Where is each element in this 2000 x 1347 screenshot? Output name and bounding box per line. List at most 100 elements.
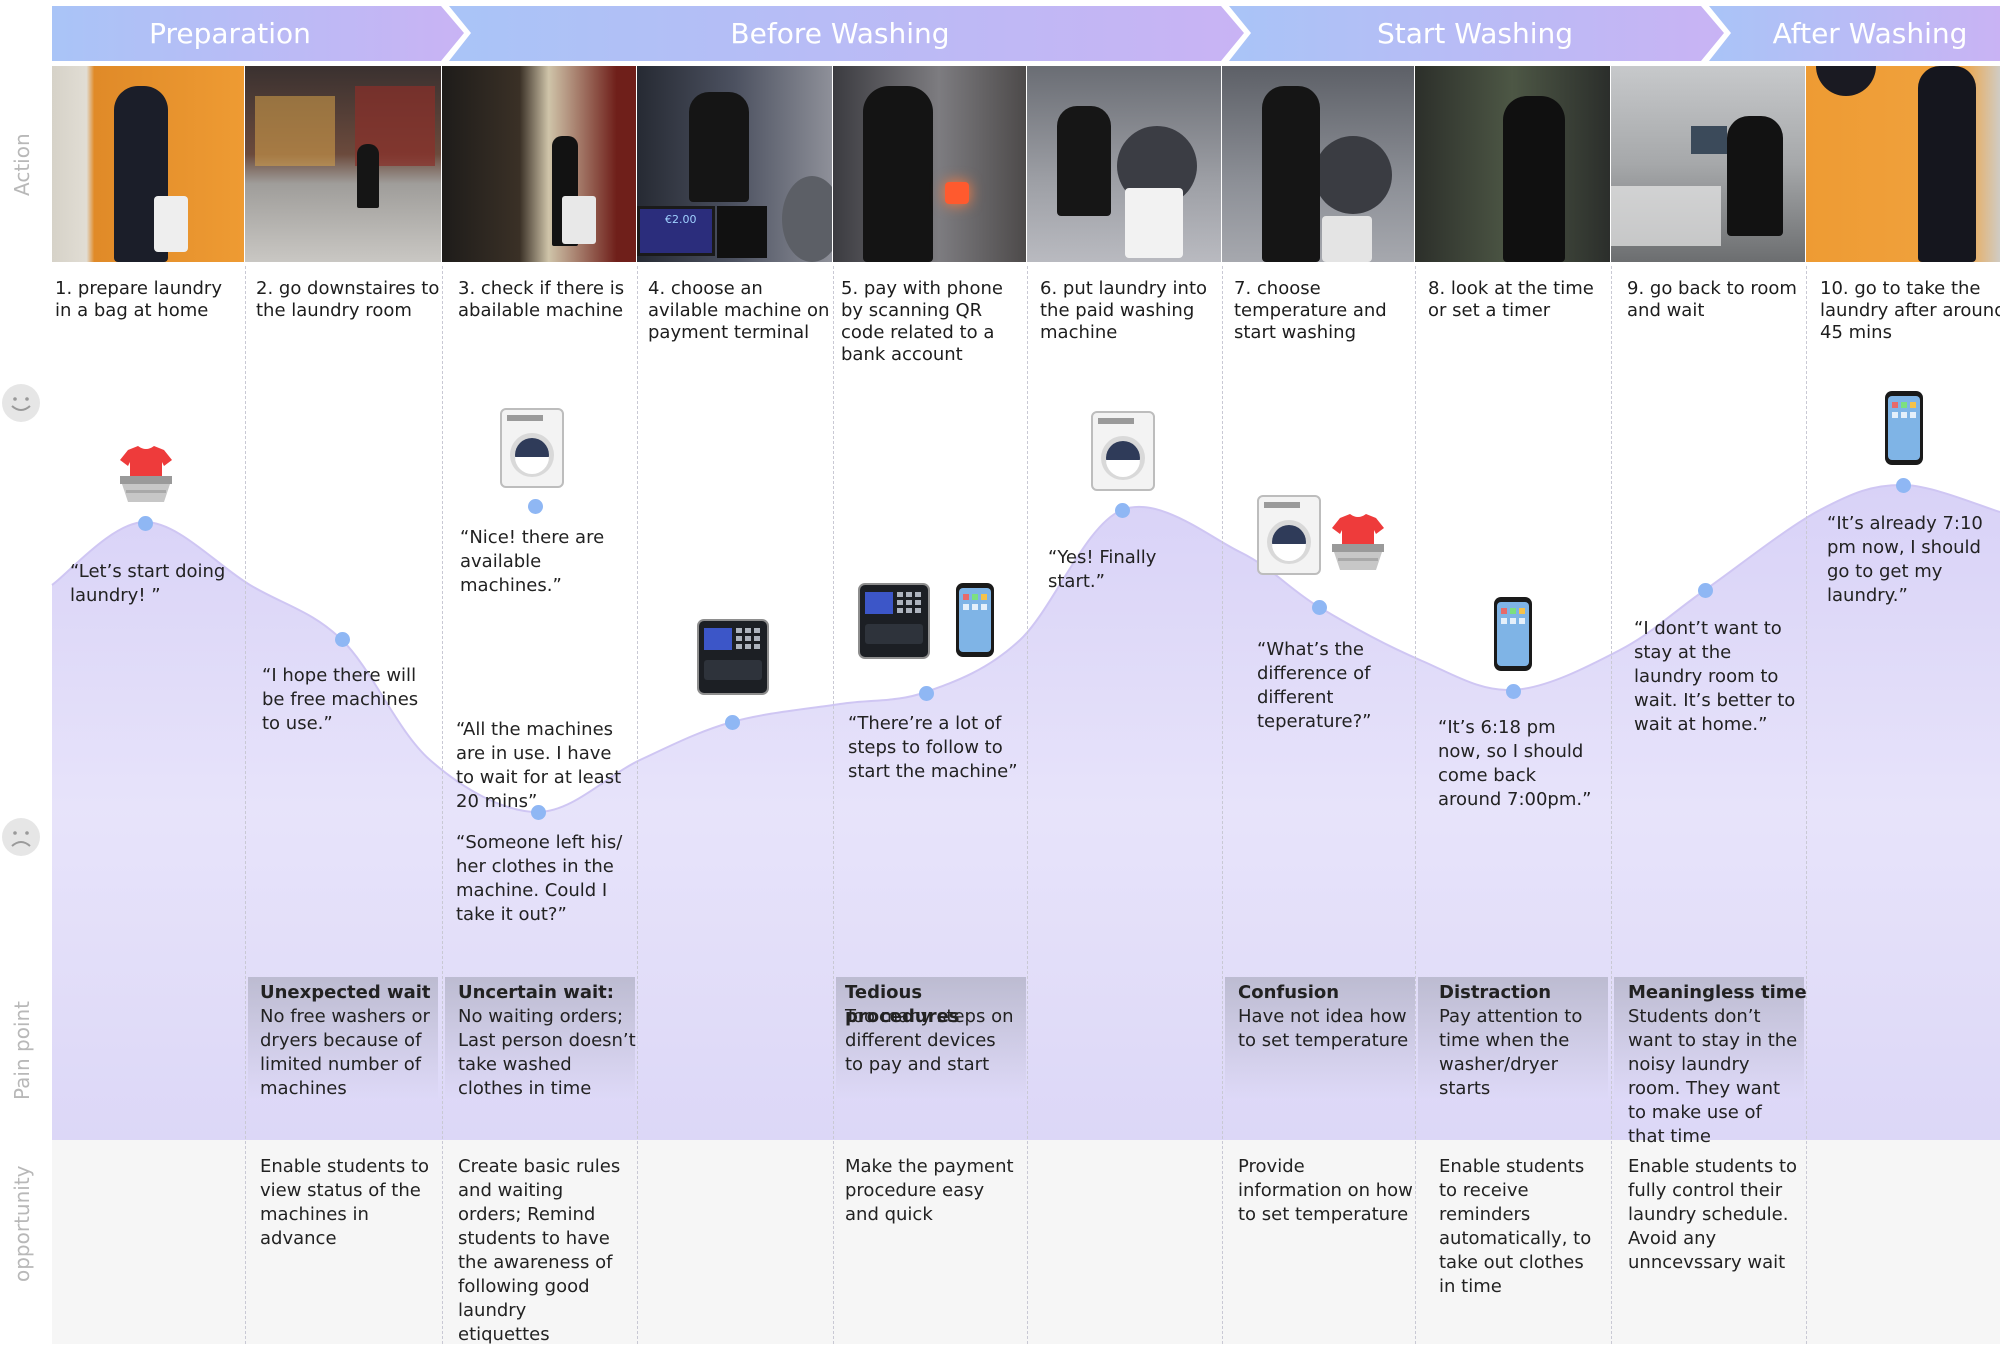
quote-1: “Let’s start doing laundry! ” <box>70 561 226 606</box>
emotion-dot-8 <box>1506 684 1521 699</box>
quote-8: “It’s 6:18 pm now, so I should come back… <box>1438 717 1592 810</box>
quote-10: “It’s already 7:10 pm now, I should go t… <box>1827 513 1983 606</box>
step-4: 4. choose an avilable machine on payment… <box>648 278 830 343</box>
opportunity-text: Make the payment procedure easy and quic… <box>845 1156 1014 1225</box>
washing-machine-icon <box>1257 495 1321 575</box>
terminal-screen-text: €2.00 <box>665 213 697 226</box>
column-divider <box>442 266 443 1344</box>
opportunity-row <box>52 1140 2000 1344</box>
quote-7: “What’s the difference of different tepe… <box>1257 639 1372 732</box>
phase-preparation: Preparation <box>149 17 311 50</box>
step-6: 6. put laundry into the paid washing mac… <box>1040 278 1208 343</box>
photo-5-scan-qr <box>833 66 1026 262</box>
emotion-curve-line <box>51 483 2000 814</box>
step-9: 9. go back to room and wait <box>1627 278 1797 321</box>
pain-point-box <box>1614 977 1804 1099</box>
pain-point-text: Students don’t want to stay in the noisy… <box>1628 1006 1798 1147</box>
pain-point-box <box>836 977 1026 1099</box>
pain-point-title: Distraction <box>1439 982 1552 1003</box>
photo-2-outdoor-path <box>245 66 441 262</box>
laundry-basket-shirt-icon <box>1332 514 1384 570</box>
quote-9: “I dont’t want to stay at the laundry ro… <box>1634 618 1796 735</box>
pain-point-box <box>445 977 635 1099</box>
column-divider <box>833 266 834 1344</box>
emotion-dot-2 <box>335 632 350 647</box>
pain-point-text: Pay attention to time when the washer/dr… <box>1439 1006 1583 1099</box>
quote-2: “I hope there will be free machines to u… <box>262 665 419 734</box>
photo-10-go-to-laundry <box>1806 66 2000 262</box>
happy-face-icon <box>2 384 40 422</box>
photo-1-home-door <box>52 66 244 262</box>
emotion-dot-3b <box>531 805 546 820</box>
row-label-pain-point: Pain point <box>10 1000 34 1100</box>
smartphone-icon <box>1494 597 1532 671</box>
step-10: 10. go to take the laundry after around … <box>1820 278 2000 343</box>
emotion-dot-10 <box>1896 478 1911 493</box>
sad-face-icon <box>2 818 40 856</box>
row-label-opportunity: opportunity <box>10 1165 34 1282</box>
phase-before-washing: Before Washing <box>730 17 950 50</box>
column-divider <box>245 266 246 1344</box>
washing-machine-icon <box>500 408 564 488</box>
emotion-curve-fill <box>52 484 2000 1140</box>
column-divider <box>1027 266 1028 1344</box>
step-2: 2. go downstaires to the laundry room <box>256 278 440 321</box>
emotion-dot-9 <box>1698 583 1713 598</box>
washing-machine-icon <box>1091 411 1155 491</box>
step-1: 1. prepare laundry in a bag at home <box>55 278 222 321</box>
phase-after-washing: After Washing <box>1772 17 1968 50</box>
pain-point-text: No free washers or dryers because of lim… <box>260 1006 430 1099</box>
photo-4-payment-terminal <box>637 66 832 262</box>
photo-8-check-phone <box>1415 66 1610 262</box>
quote-5: “There’re a lot of steps to follow to st… <box>848 713 1018 782</box>
pain-point-title: Meaningless time <box>1628 982 1807 1003</box>
step-3: 3. check if there is abailable machine <box>458 278 625 321</box>
pain-point-title: Unexpected wait <box>260 982 431 1003</box>
emotion-dot-1 <box>138 516 153 531</box>
quote-3b: “All the machines are in use. I have to … <box>456 719 622 812</box>
pain-point-box <box>1418 977 1608 1099</box>
photo-3-entrance <box>442 66 636 262</box>
smartphone-icon <box>1885 391 1923 465</box>
emotion-dot-6 <box>1115 503 1130 518</box>
quote-3c: “Someone left his/ her clothes in the ma… <box>456 832 623 925</box>
row-label-action: Action <box>10 133 34 196</box>
smartphone-icon <box>956 583 994 657</box>
column-divider <box>637 266 638 1344</box>
emotion-dot-5 <box>919 686 934 701</box>
phase-start-washing: Start Washing <box>1377 17 1573 50</box>
step-5: 5. pay with phone by scanning QR code re… <box>841 278 1003 365</box>
photo-9-room-desk <box>1611 66 1805 262</box>
pain-point-title: Uncertain wait: <box>458 982 614 1003</box>
emotion-dot-3a <box>528 499 543 514</box>
quote-3a: “Nice! there are available machines.” <box>460 527 605 596</box>
laundry-basket-shirt-icon <box>120 446 172 502</box>
emotion-dot-4 <box>725 715 740 730</box>
pain-point-text: No waiting orders; Last person doesn’t t… <box>458 1006 636 1099</box>
column-divider <box>1611 266 1612 1344</box>
pain-point-box <box>248 977 438 1099</box>
step-7: 7. choose temperature and start washing <box>1234 278 1387 343</box>
pain-point-title: Confusion <box>1238 982 1340 1003</box>
phase-before-washing-arrow <box>449 6 1244 61</box>
opportunity-text: Enable students to view status of the ma… <box>260 1156 430 1249</box>
payment-terminal-icon <box>858 583 930 659</box>
pain-point-box <box>1225 977 1415 1099</box>
opportunity-text: Enable students to receive reminders aut… <box>1439 1156 1592 1297</box>
pain-point-text: Too many steps on different devices to p… <box>845 1006 1014 1075</box>
quote-6: “Yes! Finally start.” <box>1048 547 1157 592</box>
photo-6-load-machine <box>1027 66 1221 262</box>
opportunity-text: Create basic rules and waiting orders; R… <box>458 1156 621 1345</box>
phase-bar <box>52 6 2000 61</box>
column-divider <box>1415 266 1416 1344</box>
phase-preparation-arrow <box>52 6 464 61</box>
phase-after-washing-arrow <box>1709 6 2000 61</box>
opportunity-text: Enable students to fully control their l… <box>1628 1156 1798 1273</box>
phase-start-washing-arrow <box>1229 6 1724 61</box>
step-8: 8. look at the time or set a timer <box>1428 278 1594 321</box>
pain-point-title: Tedious procedures <box>845 982 960 1027</box>
photo-7-set-temperature <box>1222 66 1414 262</box>
column-divider <box>1806 266 1807 1344</box>
pain-point-text: Have not idea how to set temperature <box>1238 1006 1409 1051</box>
